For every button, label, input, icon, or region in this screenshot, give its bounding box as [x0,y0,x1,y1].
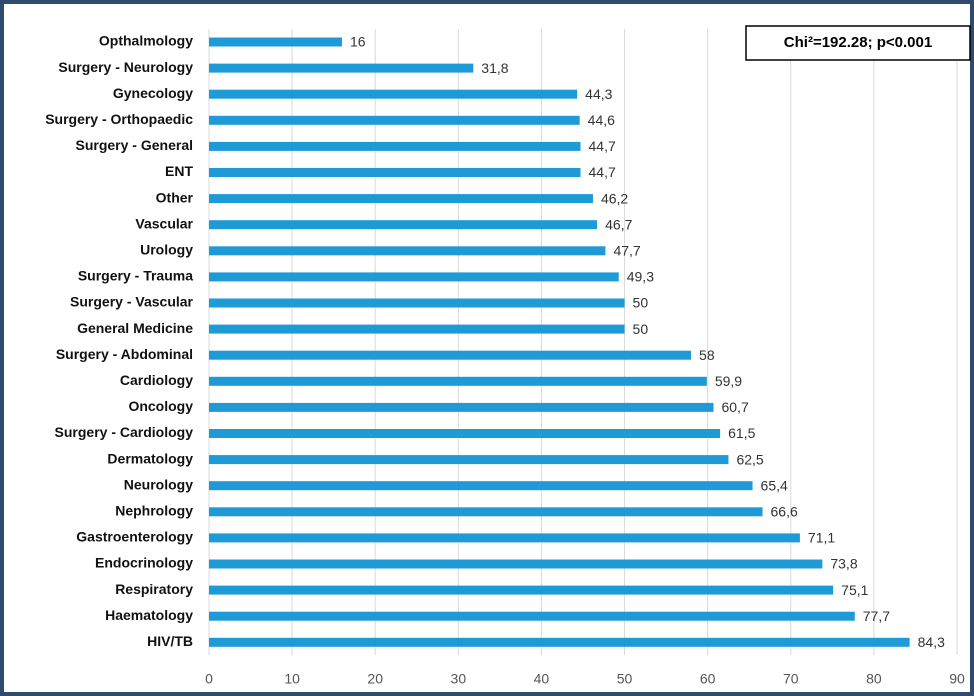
x-tick-label: 30 [451,671,467,687]
data-label: 44,7 [589,138,616,154]
x-tick-label: 60 [700,671,716,687]
y-tick-label: Nephrology [115,503,193,519]
bar [209,89,578,99]
bar [209,481,753,491]
data-label: 58 [699,347,715,363]
x-tick-label: 10 [284,671,300,687]
data-label: 47,7 [613,243,640,259]
data-label: 73,8 [830,556,857,572]
bar [209,63,474,73]
data-label: 50 [633,295,649,311]
data-label: 44,3 [585,86,612,102]
bar [209,37,342,47]
x-tick-label: 80 [866,671,882,687]
data-label: 44,7 [589,164,616,180]
bar [209,637,910,647]
y-tick-label: Surgery - Neurology [58,59,193,75]
data-label: 75,1 [841,582,868,598]
x-tick-label: 20 [367,671,383,687]
bar [209,324,625,334]
x-tick-label: 70 [783,671,799,687]
data-label: 71,1 [808,530,835,546]
data-label: 50 [633,321,649,337]
bar [209,376,707,386]
x-tick-label: 50 [617,671,633,687]
y-tick-label: Cardiology [120,372,193,388]
y-tick-label: Surgery - General [76,137,194,153]
data-label: 46,2 [601,190,628,206]
bar [209,115,580,125]
x-tick-label: 40 [534,671,550,687]
annotation-box [745,25,971,61]
y-tick-label: Haematology [105,607,193,623]
data-label: 59,9 [715,373,742,389]
y-tick-label: Other [156,189,194,205]
bar [209,298,625,308]
y-tick-label: Respiratory [115,581,193,597]
bar [209,585,834,595]
bar [209,559,823,569]
bar [209,220,598,230]
y-tick-label: Gynecology [113,85,193,101]
y-tick-label: Dermatology [107,450,193,466]
bar [209,350,692,360]
data-label: 46,7 [605,216,632,232]
y-tick-label: Endocrinology [95,555,193,571]
data-label: 77,7 [863,608,890,624]
y-tick-label: Surgery - Orthopaedic [45,111,193,127]
data-label: 61,5 [728,425,755,441]
bar [209,455,729,465]
y-tick-label: Opthalmology [99,33,193,49]
bar [209,246,606,256]
bar [209,141,581,151]
data-label: 44,6 [588,112,615,128]
data-label: 65,4 [761,477,788,493]
y-tick-label: HIV/TB [147,633,193,649]
data-label: 60,7 [721,399,748,415]
x-tick-label: 90 [949,671,965,687]
y-tick-label: General Medicine [77,320,193,336]
y-tick-label: Gastroenterology [76,529,193,545]
y-tick-label: Surgery - Cardiology [55,424,194,440]
bar [209,429,721,438]
data-label: 62,5 [736,451,763,467]
bar [209,611,855,621]
data-label: 16 [350,34,366,50]
bar [209,533,800,543]
bar [209,272,619,282]
bar [209,507,763,517]
y-tick-label: ENT [165,163,193,179]
y-tick-label: Urology [140,242,193,258]
data-label: 31,8 [481,60,508,76]
y-tick-label: Neurology [124,476,193,492]
data-label: 84,3 [918,634,945,650]
y-tick-label: Vascular [135,215,193,231]
x-tick-label: 0 [205,671,213,687]
annotation: Chi²=192.28; p<0.001 [784,34,932,51]
bar [209,168,581,177]
y-tick-label: Oncology [128,398,193,414]
y-tick-label: Surgery - Abdominal [56,346,193,362]
bar [209,194,593,204]
data-label: 66,6 [771,504,798,520]
data-label: 49,3 [627,269,654,285]
bar [209,402,714,412]
y-tick-label: Surgery - Trauma [78,268,193,284]
y-tick-label: Surgery - Vascular [70,294,194,310]
